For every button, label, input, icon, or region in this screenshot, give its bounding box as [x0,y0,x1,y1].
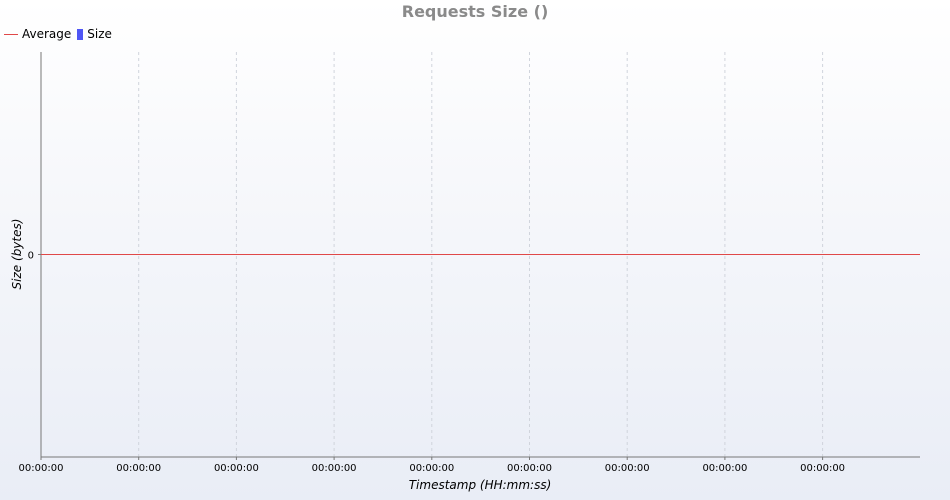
y-tick-label-0: 0 [28,251,34,262]
x-tick-label-1: 00:00:00 [116,463,161,474]
grid-lines [138,52,824,457]
x-tick-label-3: 00:00:00 [312,463,357,474]
x-axis-label: Timestamp (HH:mm:ss) [409,478,552,492]
legend-swatch-average [4,33,18,35]
y-tick-labels: 0 [28,251,41,262]
y-axis-label: Size (bytes) [10,219,24,290]
legend-label-average: Average [22,27,72,41]
x-tick-labels: 00:00:00 00:00:00 00:00:00 00:00:00 00:00:00… [19,457,845,474]
x-tick-label-5: 00:00:00 [507,463,552,474]
legend-swatch-size [77,28,84,40]
x-tick-label-2: 00:00:00 [214,463,259,474]
x-tick-label-7: 00:00:00 [702,463,747,474]
x-tick-label-8: 00:00:00 [800,463,845,474]
legend-item-size[interactable]: Size [77,27,112,41]
legend-item-average[interactable]: Average [4,27,71,41]
x-tick-label-0: 00:00:00 [19,463,64,474]
legend-label-size: Size [87,27,112,41]
chart-legend: Average Size [4,26,118,42]
x-tick-label-6: 00:00:00 [605,463,650,474]
x-tick-label-4: 00:00:00 [409,463,454,474]
chart-title: Requests Size () [401,2,549,21]
